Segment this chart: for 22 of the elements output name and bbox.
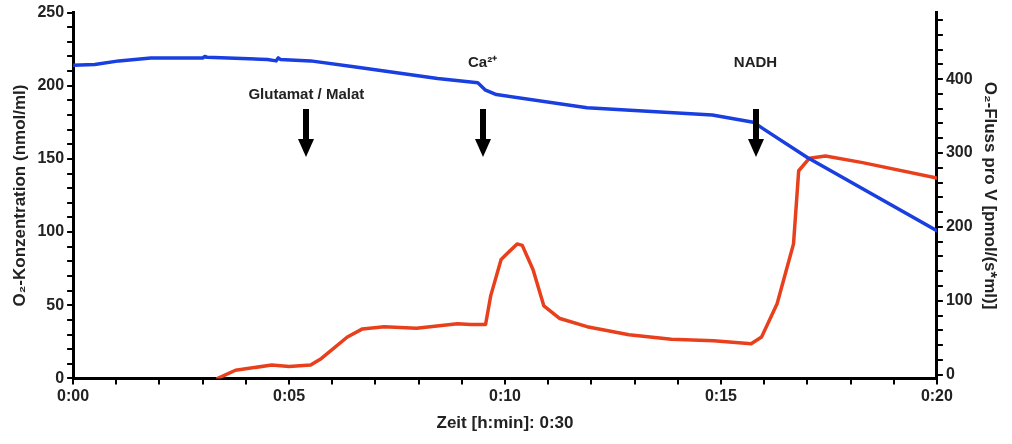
y-tick-label: 100 [37,222,65,240]
annotation: NADH [733,52,778,70]
x-tick-label: 0:05 [273,387,306,405]
y-tick-label: 150 [37,149,65,167]
y-tick-label: 50 [46,295,65,313]
y2-tick-label: 0 [945,365,955,383]
x-axis-title: Zeit [h:min]: 0:30 [436,413,574,433]
y-tick-label: 250 [37,3,65,21]
y2-tick-label: 200 [945,217,973,235]
annotation: Glutamat / Malat [248,84,365,102]
x-tick-label: 0:20 [920,387,954,405]
y2-tick-label: 300 [945,143,973,161]
x-tick-label: 0:10 [488,387,522,405]
y-tick-label: 0 [55,368,65,386]
annotation: Ca²⁺ [467,52,498,70]
y2-tick-label: 400 [945,69,973,87]
y-tick-label: 200 [37,76,65,94]
y2-axis-title: O₂-Fluss pro V [pmol/(s*ml)] [981,81,1001,310]
y-axis-title: O₂-Konzentration (nmol/ml) [9,84,29,307]
y2-tick-label: 100 [945,291,973,309]
x-tick-label: 0:15 [704,387,738,405]
x-tick-label: 0:00 [57,387,90,405]
